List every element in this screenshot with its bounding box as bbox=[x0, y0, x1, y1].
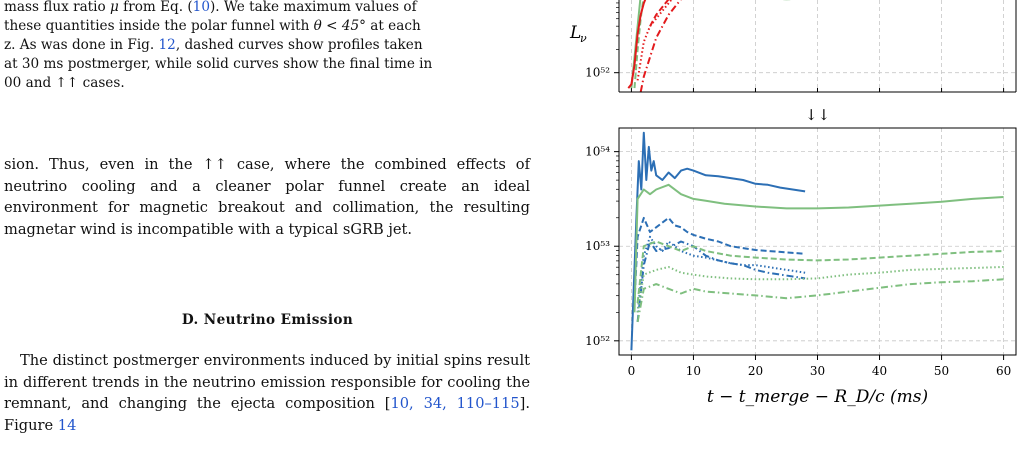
text-column: mass flux ratio μ from Eq. (10). We take… bbox=[4, 0, 530, 434]
x-tick-label: 10 bbox=[686, 364, 701, 378]
equation-reference-link[interactable]: 10 bbox=[192, 0, 210, 15]
series-line-dashdot bbox=[636, 278, 1004, 323]
luminosity-figure: 10⁵² Lν 10⁵⁴ 10⁵³ 10⁵² 0 10 20 30 40 50 60 ↓↓ t − t_… bbox=[569, 0, 1017, 407]
x-tick-label: 50 bbox=[934, 364, 949, 378]
x-tick-label: 30 bbox=[810, 364, 825, 378]
x-axis-label: t − t_merge − R_D/c (ms) bbox=[707, 387, 928, 407]
x-tick-label: 40 bbox=[872, 364, 887, 378]
top-panel-spin-up: 10⁵² Lν bbox=[569, 0, 1017, 93]
y-tick-label: 10⁵³ bbox=[585, 239, 610, 253]
series-line-solid bbox=[630, 131, 806, 351]
body-paragraph-neutrino: The distinct postmerger environments ind… bbox=[4, 352, 530, 434]
series-line-dashed bbox=[633, 216, 806, 304]
y-axis-label-sub: ν bbox=[580, 32, 587, 45]
y-axis-label: L bbox=[569, 23, 581, 43]
top-series-line bbox=[649, 0, 670, 27]
x-tick-label: 60 bbox=[996, 364, 1011, 378]
figure-14-link[interactable]: 14 bbox=[57, 416, 77, 434]
x-tick-label: 0 bbox=[628, 364, 636, 378]
figure-caption: mass flux ratio μ from Eq. (10). We take… bbox=[4, 0, 433, 91]
bottom-panel-title: ↓↓ bbox=[805, 106, 830, 124]
y-tick-label: 10⁵⁴ bbox=[585, 145, 610, 159]
top-series-group bbox=[627, 0, 793, 92]
series-line-solid bbox=[633, 183, 1004, 313]
top-series-line bbox=[636, 0, 673, 81]
series-line-dashed bbox=[636, 240, 1004, 304]
y-tick-label: 10⁵² bbox=[585, 334, 610, 348]
citation-links[interactable]: 10, 34, 110–115 bbox=[390, 395, 520, 412]
x-tick-label: 20 bbox=[748, 364, 763, 378]
series-group bbox=[630, 131, 1004, 351]
series-line-dashdot bbox=[636, 240, 806, 323]
figure-reference-link[interactable]: 12 bbox=[158, 37, 176, 53]
top-series-line bbox=[627, 0, 647, 89]
section-heading: D. Neutrino Emission bbox=[181, 312, 354, 328]
bottom-panel-spin-down: 10⁵⁴ 10⁵³ 10⁵² 0 10 20 30 40 50 60 ↓↓ t − t_merge −… bbox=[585, 106, 1017, 407]
y-tick-label: 10⁵² bbox=[585, 66, 610, 80]
body-paragraph: sion. Thus, even in the ↑↑ case, where t… bbox=[4, 156, 530, 238]
top-series-line bbox=[639, 0, 682, 92]
series-line-dotted bbox=[636, 235, 806, 313]
series-line-dotted bbox=[636, 266, 1004, 313]
bottom-axes-frame bbox=[618, 127, 1017, 356]
